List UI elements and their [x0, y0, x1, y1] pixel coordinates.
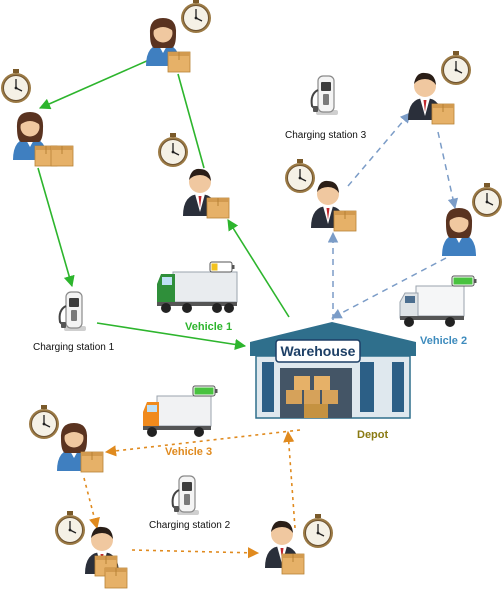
route-vehicle-2	[327, 112, 459, 320]
route-vehicle-1	[37, 59, 290, 350]
vehicle-2-label: Vehicle 2	[420, 335, 467, 347]
route-edge	[38, 59, 150, 110]
customer-c4	[284, 158, 357, 232]
customer-c8	[54, 510, 128, 589]
vehicle-1-truck	[156, 261, 238, 314]
route-edge	[177, 73, 205, 169]
route-edge	[131, 547, 260, 559]
route-edge	[104, 429, 301, 457]
vehicle-2-truck	[399, 275, 477, 328]
customer-c5	[408, 50, 472, 125]
vehicle-3-label: Vehicle 3	[165, 446, 212, 458]
route-edge	[437, 131, 459, 210]
route-edge	[227, 219, 290, 318]
charging-station-3-label: Charging station 3	[285, 130, 367, 141]
customer-c3	[157, 132, 230, 219]
vehicle-3-truck	[142, 385, 218, 438]
route-edge	[37, 167, 75, 288]
route-edge	[83, 477, 100, 530]
route-edge	[283, 430, 296, 529]
route-vehicle-3	[83, 429, 301, 559]
warehouse-label: Warehouse	[281, 343, 356, 359]
charging-station-1-label: Charging station 1	[33, 342, 115, 353]
customer-c2	[0, 68, 74, 167]
customer-c6	[442, 182, 503, 256]
customer-c9	[265, 513, 334, 575]
charging-station-2	[171, 475, 200, 516]
route-edge	[347, 112, 411, 187]
charging-station-2-label: Charging station 2	[149, 520, 231, 531]
warehouse: Warehouse	[250, 322, 416, 419]
customer-c7	[28, 404, 104, 473]
charging-station-3	[310, 75, 339, 116]
vehicle-1-label: Vehicle 1	[185, 321, 232, 333]
route-edge	[96, 322, 247, 350]
charging-station-1	[58, 291, 87, 332]
customer-c1	[146, 0, 212, 73]
depot-label: Depot	[357, 429, 389, 441]
